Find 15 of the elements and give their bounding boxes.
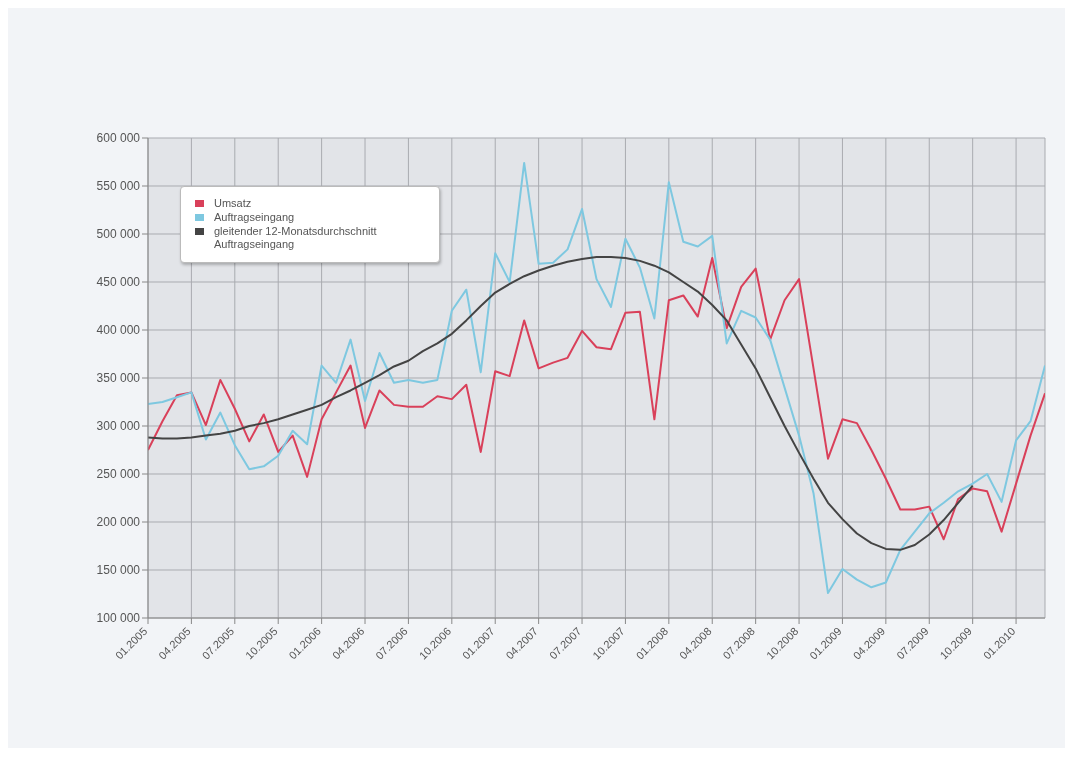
y-tick-label: 600 000 xyxy=(96,131,141,146)
y-tick-label: 500 000 xyxy=(96,227,141,242)
y-tick-label: 450 000 xyxy=(96,275,141,290)
y-tick-label: 150 000 xyxy=(96,563,141,578)
y-tick-label: 400 000 xyxy=(96,323,141,338)
line-series xyxy=(148,161,1045,595)
legend-label: Umsatz xyxy=(214,197,253,210)
y-tick-label: 250 000 xyxy=(96,467,141,482)
y-tick-label: 300 000 xyxy=(96,419,141,434)
legend-label: gleitender 12-Monatsdurchschnitt Auftragseingang xyxy=(214,225,378,251)
y-tick-label: 200 000 xyxy=(96,515,141,530)
legend-label: Auftragseingang xyxy=(214,211,296,224)
y-tick-label: 550 000 xyxy=(96,179,141,194)
y-tick-label: 350 000 xyxy=(96,371,141,386)
y-tick-label: 100 000 xyxy=(96,611,141,626)
